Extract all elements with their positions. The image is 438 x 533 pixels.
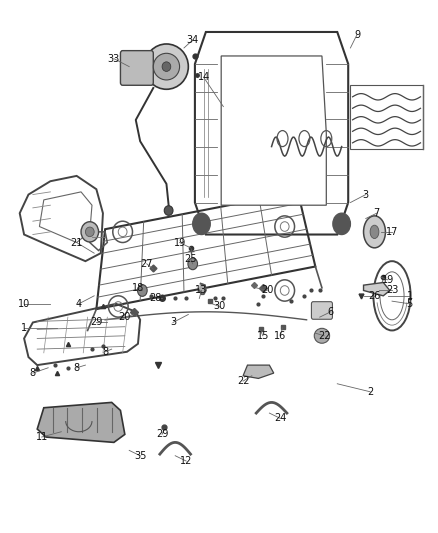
- Ellipse shape: [333, 213, 350, 235]
- Text: 33: 33: [108, 54, 120, 63]
- Text: 6: 6: [328, 307, 334, 317]
- Text: 29: 29: [156, 430, 168, 439]
- Text: 25: 25: [184, 254, 197, 263]
- Bar: [350, 85, 423, 149]
- Text: 3: 3: [170, 318, 176, 327]
- Ellipse shape: [145, 44, 188, 89]
- Text: 20: 20: [261, 286, 273, 295]
- Text: 13: 13: [195, 286, 208, 295]
- Text: 10: 10: [18, 299, 30, 309]
- Text: 14: 14: [198, 72, 210, 82]
- Text: 11: 11: [35, 432, 48, 442]
- Ellipse shape: [193, 213, 210, 235]
- Text: 9: 9: [354, 30, 360, 39]
- Polygon shape: [221, 56, 326, 205]
- Text: 1: 1: [21, 323, 27, 333]
- Polygon shape: [199, 284, 206, 294]
- Text: 12: 12: [180, 456, 192, 466]
- Text: 21: 21: [71, 238, 83, 247]
- FancyBboxPatch shape: [120, 51, 153, 85]
- Text: 1: 1: [406, 291, 413, 301]
- Text: 15: 15: [257, 331, 269, 341]
- Text: 8: 8: [30, 368, 36, 378]
- Ellipse shape: [153, 53, 180, 80]
- Ellipse shape: [188, 258, 198, 270]
- Text: 23: 23: [386, 286, 398, 295]
- Polygon shape: [364, 282, 390, 296]
- Ellipse shape: [81, 222, 99, 242]
- Ellipse shape: [85, 227, 94, 237]
- Ellipse shape: [162, 62, 171, 71]
- Text: 27: 27: [141, 259, 153, 269]
- Text: 26: 26: [368, 291, 381, 301]
- Ellipse shape: [164, 206, 173, 215]
- Text: 20: 20: [119, 312, 131, 322]
- Text: 19: 19: [173, 238, 186, 247]
- Polygon shape: [37, 402, 125, 442]
- Ellipse shape: [364, 216, 385, 248]
- Ellipse shape: [138, 285, 147, 296]
- Polygon shape: [243, 365, 274, 378]
- Text: 17: 17: [386, 227, 398, 237]
- Text: 35: 35: [134, 451, 146, 461]
- Text: 19: 19: [381, 275, 394, 285]
- Text: 3: 3: [363, 190, 369, 199]
- Text: 22: 22: [318, 331, 330, 341]
- Text: 16: 16: [274, 331, 286, 341]
- Text: 30: 30: [213, 302, 225, 311]
- Text: 8: 8: [74, 363, 80, 373]
- Text: 18: 18: [132, 283, 144, 293]
- Text: 22: 22: [237, 376, 249, 386]
- FancyBboxPatch shape: [311, 302, 332, 319]
- Text: 2: 2: [367, 387, 373, 397]
- Text: 34: 34: [187, 35, 199, 45]
- Text: 24: 24: [274, 414, 286, 423]
- Ellipse shape: [370, 225, 379, 239]
- Text: 4: 4: [76, 299, 82, 309]
- Text: 5: 5: [406, 299, 413, 309]
- Text: 7: 7: [374, 208, 380, 218]
- Text: 29: 29: [90, 318, 102, 327]
- Text: 8: 8: [102, 347, 108, 357]
- Ellipse shape: [314, 328, 330, 343]
- Text: 28: 28: [149, 294, 162, 303]
